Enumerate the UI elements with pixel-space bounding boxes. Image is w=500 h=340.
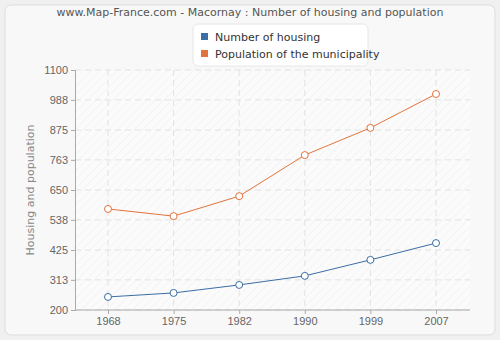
point (105, 205, 112, 212)
tick-mark (71, 70, 75, 71)
tick-mark (71, 220, 75, 221)
point (367, 256, 374, 263)
legend-label: Number of housing (215, 31, 320, 44)
tick-label: 650 (50, 184, 68, 196)
legend-swatch (201, 33, 208, 40)
point (236, 281, 243, 288)
y-axis-title: Housing and population (24, 125, 37, 256)
grid-line (75, 99, 470, 100)
x-tick: 1968 (96, 310, 120, 327)
point (301, 272, 308, 279)
y-axis: 200 313 425 538 650 763 875 988 1100 (44, 64, 75, 316)
grid-line (436, 70, 437, 310)
tick-label: 763 (50, 154, 68, 166)
tick-label: 1975 (162, 315, 186, 327)
grid-line (75, 70, 470, 71)
title: www.Map-France.com - Macornay : Number o… (57, 6, 444, 19)
point (170, 213, 177, 220)
x-axis: 1968 1975 1982 1990 1999 2007 (75, 310, 470, 327)
tick-mark (174, 310, 175, 314)
tick-mark (108, 310, 109, 314)
grid-line (75, 190, 470, 191)
tick-label: 425 (50, 244, 68, 256)
y-tick: 313 (50, 274, 75, 286)
tick-mark (436, 310, 437, 314)
tick-label: 1999 (359, 315, 383, 327)
background (0, 0, 500, 340)
tick-label: 538 (50, 214, 68, 226)
tick-mark (71, 160, 75, 161)
x-tick: 1982 (227, 310, 251, 327)
series-line (108, 243, 436, 297)
grid-line (75, 130, 470, 131)
tick-mark (370, 310, 371, 314)
point (301, 152, 308, 159)
grid-line (370, 70, 371, 310)
plot-area (75, 70, 470, 310)
y-tick: 1100 (44, 64, 75, 76)
tick-label: 1968 (96, 315, 120, 327)
panel (5, 5, 495, 335)
tick-mark (71, 100, 75, 101)
tick-label: 1100 (44, 64, 68, 76)
point (105, 293, 112, 300)
tick-label: 1982 (227, 315, 251, 327)
axis-line (71, 71, 76, 311)
y-tick: 875 (50, 124, 75, 136)
tick-label: 2007 (424, 315, 448, 327)
tick-mark (71, 190, 75, 191)
y-tick: 988 (50, 94, 75, 106)
series-line (108, 94, 436, 216)
y-tick: 763 (50, 154, 75, 166)
tick-mark (71, 130, 75, 131)
y-tick: 200 (50, 304, 75, 316)
tick-mark (71, 280, 75, 281)
tick-label: 875 (50, 124, 68, 136)
x-tick: 2007 (424, 310, 448, 327)
tick-mark (239, 310, 240, 314)
legend: Number of housing Population of the munic… (193, 24, 380, 66)
tick-label: 313 (50, 274, 68, 286)
point (433, 91, 440, 98)
tick-mark (71, 250, 75, 251)
point (433, 240, 440, 247)
point (170, 289, 177, 296)
point (367, 124, 374, 131)
tick-mark (305, 310, 306, 314)
tick-mark (71, 310, 75, 311)
tick-label: 988 (50, 94, 68, 106)
tick-label: 1990 (293, 315, 317, 327)
grid-line (75, 159, 470, 160)
chart: 200 313 425 538 650 763 875 988 1100 1968 1975 1982… (0, 0, 500, 340)
legend-label: Population of the municipality (215, 48, 380, 61)
marks (105, 91, 440, 301)
x-tick: 1990 (293, 310, 317, 327)
y-tick: 538 (50, 214, 75, 226)
tick-label: 200 (50, 304, 68, 316)
grid-line (108, 70, 109, 310)
x-tick: 1975 (162, 310, 186, 327)
grid-line (75, 310, 470, 311)
x-tick: 1999 (359, 310, 383, 327)
point (236, 193, 243, 200)
grid-line (239, 70, 240, 310)
y-tick: 650 (50, 184, 75, 196)
grid (75, 70, 470, 310)
axis-line (75, 310, 470, 311)
legend-swatch (201, 50, 208, 57)
grid-line (173, 70, 174, 310)
grid-line (75, 219, 470, 220)
y-tick: 425 (50, 244, 75, 256)
